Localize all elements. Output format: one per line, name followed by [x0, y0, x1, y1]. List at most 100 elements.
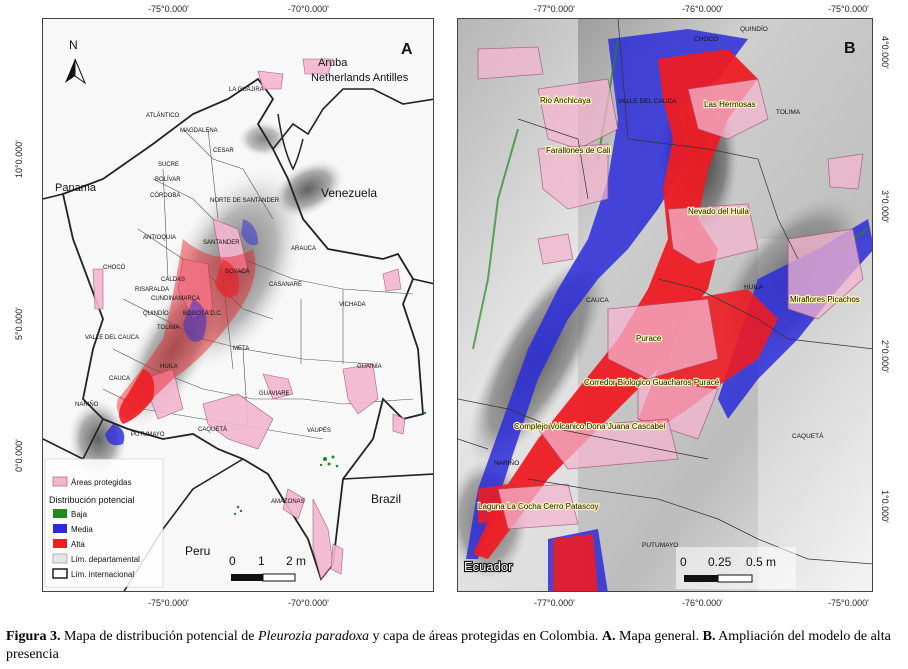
- caption-species: Pleurozia paradoxa: [257, 629, 370, 644]
- department-label: TOLIMA: [157, 325, 179, 331]
- department-label: CASANARE: [269, 282, 302, 288]
- legend-swatch-protected: [52, 476, 68, 487]
- area-label: Corredor Biologico Guacharos Puracé: [584, 378, 720, 387]
- legend-title: Distribución potencial: [49, 495, 135, 505]
- area-label: Farallones de Cali: [546, 146, 611, 155]
- panel-a-bottom-tick: -75°0.000': [148, 598, 189, 608]
- panel-b-bottom-tick: -76°0.000': [682, 598, 723, 608]
- colombia-border: [61, 77, 424, 581]
- legend-label: Lím. internacional: [71, 570, 134, 579]
- panel-b-top-tick: -77°0.000': [534, 4, 575, 14]
- country-label: Panama: [55, 182, 97, 194]
- protected-areas-a: [92, 58, 406, 580]
- north-arrow-icon: N: [65, 38, 87, 85]
- country-label: Ecuador: [464, 559, 513, 574]
- scale-bar-a: 0 1 2 m: [229, 554, 306, 582]
- department-label: TOLIMA: [776, 109, 801, 116]
- panel-b-top-tick: -75°0.000': [828, 4, 869, 14]
- department-label: SANTANDER: [203, 240, 240, 246]
- panel-a-top-tick: -70°0.000': [288, 4, 329, 14]
- department-label: CESAR: [213, 148, 234, 154]
- panel-letter: B: [844, 40, 856, 57]
- legend-swatch-medium: [53, 524, 67, 533]
- panel-a-top-tick: -75°0.000': [148, 4, 189, 14]
- area-labels-b: Rio Anchicaya Las Hermosas Farallones de…: [477, 95, 861, 512]
- department-label: ATLÁNTICO: [146, 112, 180, 119]
- department-label: CAQUETÁ: [198, 426, 227, 433]
- department-label: PUTUMAYO: [642, 542, 678, 549]
- caption-b-label: B.: [702, 629, 716, 644]
- svg-text:0: 0: [229, 554, 236, 568]
- panel-b-bottom-tick: -75°0.000': [828, 598, 869, 608]
- department-label: HUILA: [160, 364, 178, 370]
- country-label: Netherlands Antilles: [311, 72, 409, 84]
- panel-letter: A: [401, 41, 413, 58]
- department-label: AMAZONAS: [271, 499, 305, 505]
- department-label: SUCRE: [158, 162, 179, 168]
- department-label: VICHADA: [339, 302, 366, 308]
- panel-b-right-tick: 4°0.000': [880, 36, 890, 69]
- department-label: VALLE DEL CAUCA: [85, 335, 139, 341]
- department-label: MAGDALENA: [180, 128, 218, 134]
- panel-b-right-tick: 3°0.000': [880, 190, 890, 223]
- department-label: CHOCÓ: [103, 264, 126, 271]
- panel-a-bottom-tick: -70°0.000': [288, 598, 329, 608]
- area-label: Laguna La Cocha Cerro Patascoy: [478, 502, 599, 511]
- department-label: ARAUCA: [291, 246, 316, 252]
- legend-swatch-dept: [52, 553, 68, 564]
- department-label: META: [233, 346, 249, 352]
- department-label: BOYACÁ: [225, 268, 250, 275]
- distribution-low-a: [233, 411, 427, 516]
- department-label: CHOCÓ: [694, 34, 718, 43]
- department-label: NARIÑO: [75, 401, 99, 408]
- department-label: VAUPÉS: [307, 427, 331, 434]
- legend-label: Áreas protegidas: [71, 478, 131, 487]
- caption-a-label: A.: [601, 629, 616, 644]
- department-label: QUINDÍO: [143, 310, 169, 317]
- legend-swatch-intl: [52, 568, 68, 579]
- panel-a-left-tick: 5°0.000': [14, 307, 24, 340]
- map-a-canvas: Aruba Netherlands Antilles Panama Venezu…: [43, 19, 433, 591]
- legend-label: Alta: [71, 540, 85, 549]
- legend: Áreas protegidas Distribución potencial …: [44, 458, 164, 588]
- department-label: CALDAS: [161, 277, 185, 283]
- department-label: HUILA: [744, 284, 764, 291]
- figure-caption: Figura 3. Mapa de distribución potencial…: [6, 628, 902, 664]
- scale-bar-b: 0 0.25 0.5 m: [676, 547, 796, 589]
- department-label: NORTE DE SANTANDER: [210, 198, 280, 204]
- department-label: LA GUAJIRA: [229, 87, 264, 93]
- country-label: Peru: [185, 544, 210, 558]
- department-label: PUTUMAYO: [131, 432, 165, 438]
- department-label: GUAVIARE: [259, 391, 290, 397]
- legend-label: Media: [71, 525, 93, 534]
- panel-a-left-tick: 0°0.000': [14, 439, 24, 472]
- protected-areas-b: [477, 46, 864, 530]
- caption-text: y capa de áreas protegidas en Colombia.: [369, 629, 602, 644]
- area-label: Purace: [636, 334, 662, 343]
- department-label: CUNDINAMARCA: [151, 296, 200, 302]
- area-label: Nevado del Huila: [688, 207, 749, 216]
- area-label: Rio Anchicaya: [540, 96, 591, 105]
- map-panel-a: Aruba Netherlands Antilles Panama Venezu…: [42, 18, 434, 592]
- area-label: Complejo Volcanico Dona Juana Cascabel: [514, 422, 665, 431]
- department-label: CÓRDOBA: [150, 192, 180, 199]
- map-b-canvas: QUINDÍO CHOCÓ VALLE DEL CAUCA TOLIMA CAU…: [458, 19, 872, 591]
- svg-text:N: N: [69, 38, 78, 52]
- department-label: QUINDÍO: [740, 24, 768, 33]
- panel-a-left-tick: 10°0.000': [14, 140, 24, 178]
- country-label: Brazil: [371, 492, 401, 506]
- svg-text:1: 1: [258, 554, 265, 568]
- panel-b-right-tick: 1°0.000': [880, 490, 890, 523]
- department-labels-b: QUINDÍO CHOCÓ VALLE DEL CAUCA TOLIMA CAU…: [494, 24, 824, 549]
- department-label: CAUCA: [586, 297, 609, 304]
- distribution-high-a: [105, 219, 258, 446]
- caption-a-text: Mapa general.: [615, 629, 703, 644]
- legend-swatch-high: [53, 539, 67, 548]
- panel-b-bottom-tick: -77°0.000': [534, 598, 575, 608]
- svg-text:2 m: 2 m: [286, 554, 306, 568]
- area-label: Miraflores Picachos: [790, 295, 860, 304]
- department-label: ANTIOQUIA: [143, 235, 176, 241]
- country-label: Aruba: [318, 57, 348, 69]
- svg-text:0.5 m: 0.5 m: [746, 555, 776, 569]
- caption-b-text: Ampliación del modelo de alta presencia: [6, 629, 891, 662]
